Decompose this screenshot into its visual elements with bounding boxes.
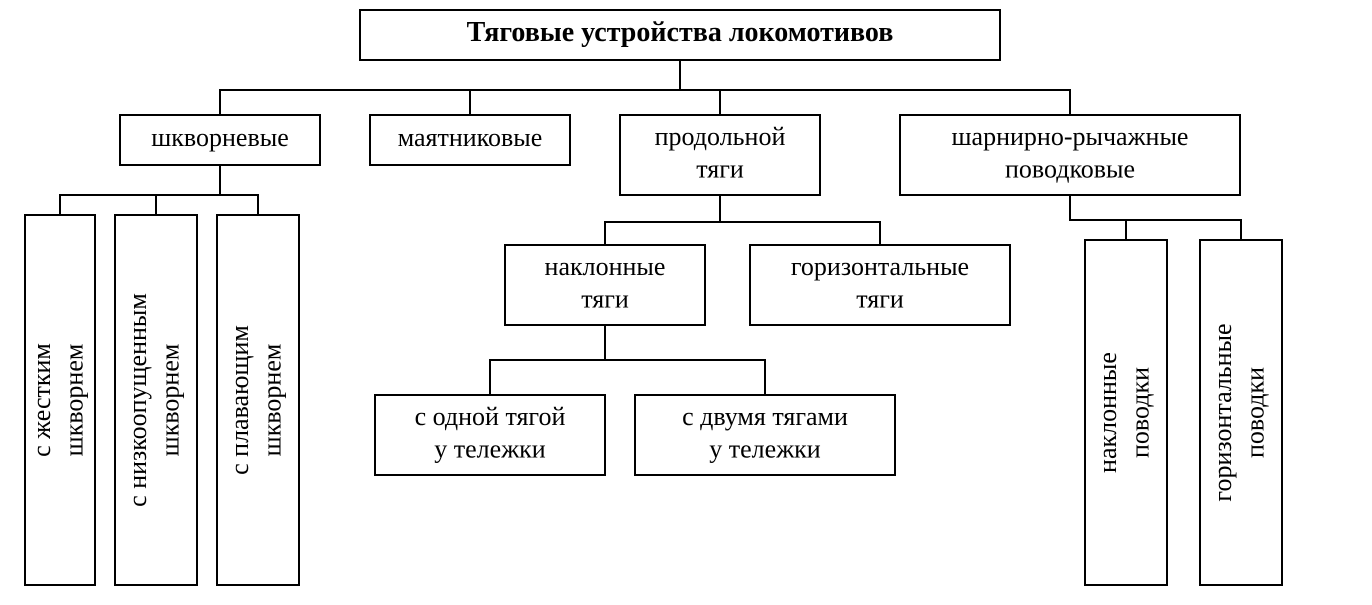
label-root: Тяговые устройства локомотивов	[467, 17, 894, 48]
node-n4: шарнирно-рычажныеповодковые	[900, 115, 1240, 195]
node-n4b: горизонтальныеповодки	[1200, 240, 1282, 585]
edge-n1-n1b	[156, 165, 220, 215]
node-n2: маятниковые	[370, 115, 570, 165]
edge-n4-n4b	[1070, 195, 1241, 240]
node-root: Тяговые устройства локомотивов	[360, 10, 1000, 60]
label-n1: шкворневые	[151, 123, 289, 152]
hierarchy-diagram: Тяговые устройства локомотивов шкворневые…	[0, 0, 1372, 605]
node-n3b: горизонтальныетяги	[750, 245, 1010, 325]
node-n1a: с жесткимшкворнем	[25, 215, 95, 585]
edge-n3-n3b	[720, 195, 880, 245]
node-n3a2: с двумя тягамиу тележки	[635, 395, 895, 475]
edge-root-n3	[680, 60, 720, 115]
node-n3a: наклонныетяги	[505, 245, 705, 325]
edge-n3a-n3a2	[605, 325, 765, 395]
node-n1: шкворневые	[120, 115, 320, 165]
edge-n1-n1c	[220, 165, 258, 215]
edge-root-n1	[220, 60, 680, 115]
edge-root-n4	[680, 60, 1070, 115]
node-n1b: с низкоопущеннымшкворнем	[115, 215, 197, 585]
node-n3: продольнойтяги	[620, 115, 820, 195]
edge-root-n2	[470, 60, 680, 115]
node-n4a: наклонныеповодки	[1085, 240, 1167, 585]
edge-n3-n3a	[605, 195, 720, 245]
edge-n3a-n3a1	[490, 325, 605, 395]
node-n3a1: с одной тягойу тележки	[375, 395, 605, 475]
edge-n1-n1a	[60, 165, 220, 215]
edge-n4-n4a	[1070, 195, 1126, 240]
node-n1c: с плавающимшкворнем	[217, 215, 299, 585]
label-n2: маятниковые	[398, 123, 543, 152]
